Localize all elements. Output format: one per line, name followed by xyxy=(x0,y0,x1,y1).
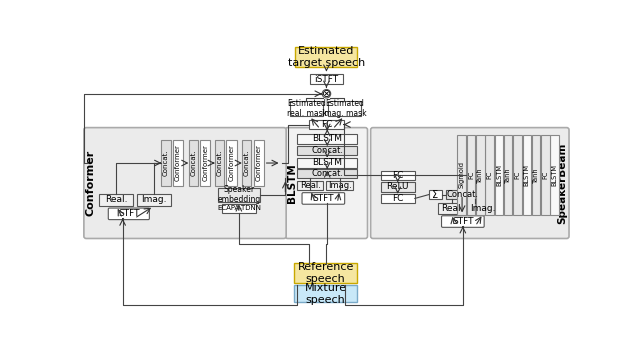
FancyBboxPatch shape xyxy=(381,194,415,203)
Text: Mixture
speech: Mixture speech xyxy=(305,283,347,305)
Text: Conformer: Conformer xyxy=(175,145,181,182)
Text: Imag.: Imag. xyxy=(470,204,496,213)
FancyBboxPatch shape xyxy=(173,140,183,186)
FancyBboxPatch shape xyxy=(200,140,210,186)
Text: STFT: STFT xyxy=(312,194,334,203)
Text: BLSTM: BLSTM xyxy=(312,134,342,143)
FancyBboxPatch shape xyxy=(438,203,466,214)
Text: Speaker
embedding: Speaker embedding xyxy=(217,185,260,204)
Text: STFT: STFT xyxy=(452,217,474,226)
Text: FC: FC xyxy=(321,120,332,129)
FancyBboxPatch shape xyxy=(297,146,358,155)
Text: FC: FC xyxy=(515,171,520,179)
FancyBboxPatch shape xyxy=(222,204,256,213)
Text: Real.: Real. xyxy=(300,181,321,190)
Text: Conformer: Conformer xyxy=(86,150,96,216)
Text: BLSTM: BLSTM xyxy=(287,163,298,203)
FancyBboxPatch shape xyxy=(532,135,540,215)
Text: Tanh: Tanh xyxy=(533,167,539,183)
FancyBboxPatch shape xyxy=(218,188,260,202)
Text: Conformer: Conformer xyxy=(228,145,234,182)
FancyBboxPatch shape xyxy=(136,194,171,206)
FancyBboxPatch shape xyxy=(302,193,345,204)
FancyBboxPatch shape xyxy=(309,120,344,129)
FancyBboxPatch shape xyxy=(381,182,415,191)
FancyBboxPatch shape xyxy=(242,140,252,186)
FancyBboxPatch shape xyxy=(371,128,569,238)
FancyBboxPatch shape xyxy=(513,135,522,215)
FancyBboxPatch shape xyxy=(446,190,478,199)
Text: Tanh: Tanh xyxy=(477,167,483,183)
Text: FC: FC xyxy=(468,171,474,179)
Text: Concat.: Concat. xyxy=(446,190,478,199)
Text: Concat.: Concat. xyxy=(216,150,223,176)
FancyBboxPatch shape xyxy=(310,75,343,84)
FancyBboxPatch shape xyxy=(467,135,476,215)
Text: ReLU: ReLU xyxy=(387,182,409,191)
FancyBboxPatch shape xyxy=(429,190,442,199)
Text: iSTFT: iSTFT xyxy=(314,75,339,84)
Text: Concat.: Concat. xyxy=(311,146,343,155)
Text: ⊗: ⊗ xyxy=(322,89,331,99)
FancyBboxPatch shape xyxy=(541,135,550,215)
Text: Conformer: Conformer xyxy=(255,145,262,182)
Text: Concat.: Concat. xyxy=(163,150,169,176)
FancyBboxPatch shape xyxy=(326,181,353,190)
Text: STFT: STFT xyxy=(118,209,140,218)
FancyBboxPatch shape xyxy=(297,169,358,178)
Text: BLSTM: BLSTM xyxy=(496,164,502,186)
Text: BLSTM: BLSTM xyxy=(552,164,557,186)
FancyBboxPatch shape xyxy=(189,140,198,186)
FancyBboxPatch shape xyxy=(504,135,513,215)
FancyBboxPatch shape xyxy=(84,128,286,238)
Text: Sigmoid: Sigmoid xyxy=(459,162,465,189)
Text: Estimated
imag. mask: Estimated imag. mask xyxy=(323,99,367,118)
Text: SpeakerBeam: SpeakerBeam xyxy=(557,142,567,224)
FancyBboxPatch shape xyxy=(296,47,358,67)
FancyBboxPatch shape xyxy=(495,135,503,215)
Text: Imag.: Imag. xyxy=(141,195,166,205)
Text: FC: FC xyxy=(542,171,548,179)
FancyBboxPatch shape xyxy=(108,208,149,219)
FancyBboxPatch shape xyxy=(328,102,362,116)
Text: Concat.: Concat. xyxy=(311,169,343,178)
FancyBboxPatch shape xyxy=(253,140,264,186)
FancyBboxPatch shape xyxy=(550,135,559,215)
FancyBboxPatch shape xyxy=(297,134,358,144)
FancyBboxPatch shape xyxy=(99,194,134,206)
Text: Concat.: Concat. xyxy=(244,150,250,176)
FancyBboxPatch shape xyxy=(485,135,494,215)
Text: Estimated
real. mask: Estimated real. mask xyxy=(287,99,327,118)
FancyBboxPatch shape xyxy=(458,135,466,215)
Text: Σ: Σ xyxy=(432,190,438,199)
Text: FC: FC xyxy=(486,171,493,179)
Text: Conformer: Conformer xyxy=(202,145,208,182)
FancyBboxPatch shape xyxy=(476,135,484,215)
FancyBboxPatch shape xyxy=(297,181,323,190)
FancyBboxPatch shape xyxy=(161,140,171,186)
Text: Real.: Real. xyxy=(105,195,127,205)
Text: Imag.: Imag. xyxy=(328,181,351,190)
Text: BLSTM: BLSTM xyxy=(524,164,530,186)
FancyBboxPatch shape xyxy=(294,263,358,283)
FancyBboxPatch shape xyxy=(215,140,224,186)
FancyBboxPatch shape xyxy=(294,285,358,302)
FancyBboxPatch shape xyxy=(297,158,358,168)
Text: FC: FC xyxy=(392,171,403,180)
FancyBboxPatch shape xyxy=(381,171,415,180)
Text: Reference
speech: Reference speech xyxy=(298,262,354,284)
FancyBboxPatch shape xyxy=(469,203,497,214)
FancyBboxPatch shape xyxy=(285,128,367,238)
FancyBboxPatch shape xyxy=(442,216,484,228)
Text: Real.: Real. xyxy=(441,204,463,213)
Text: Tanh: Tanh xyxy=(505,167,511,183)
Text: Concat.: Concat. xyxy=(190,150,196,176)
Text: ECAPA-TDNN: ECAPA-TDNN xyxy=(217,205,261,211)
FancyBboxPatch shape xyxy=(522,135,531,215)
Text: FC: FC xyxy=(392,194,403,203)
Text: BLSTM: BLSTM xyxy=(312,158,342,167)
Text: Estimated
target speech: Estimated target speech xyxy=(288,46,365,68)
FancyBboxPatch shape xyxy=(290,102,323,116)
FancyBboxPatch shape xyxy=(227,140,237,186)
